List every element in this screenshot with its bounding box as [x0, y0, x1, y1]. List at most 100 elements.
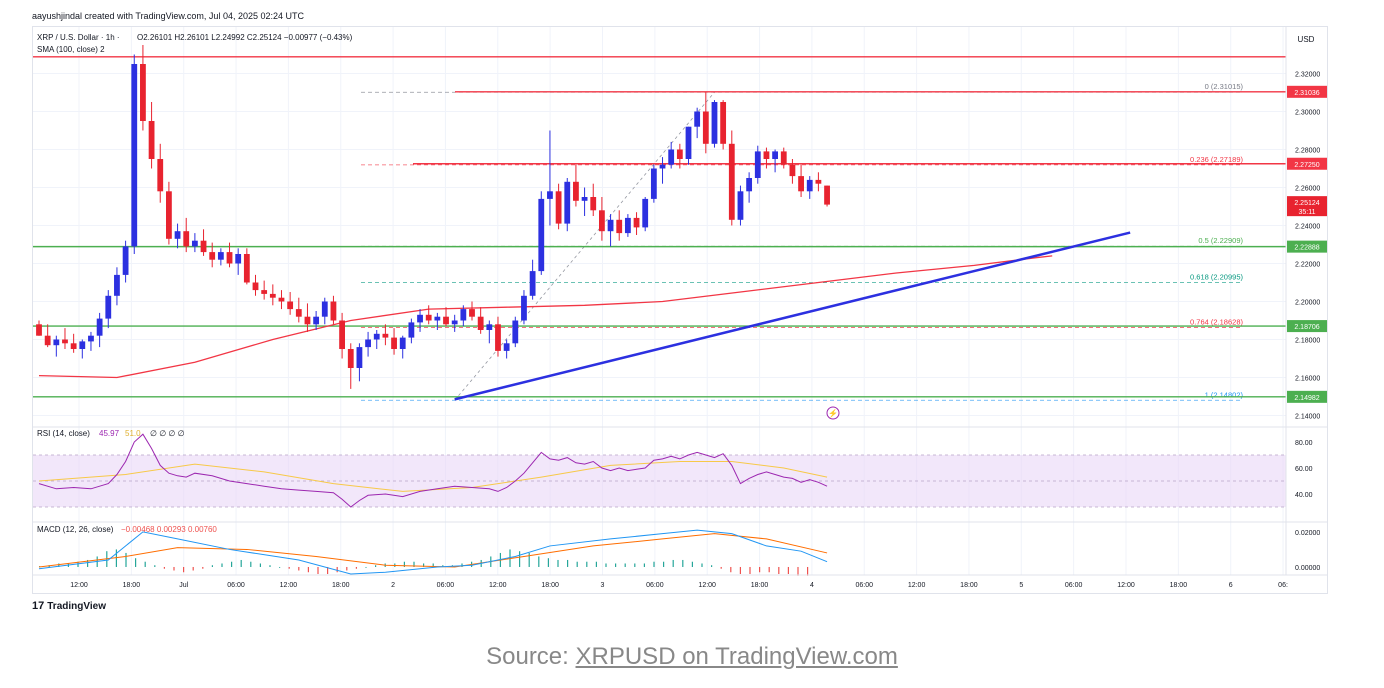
macd-histogram-bar — [403, 561, 405, 567]
candle — [798, 164, 804, 197]
ascending-trendline — [454, 231, 1131, 401]
candle — [261, 280, 268, 300]
candle-body — [217, 252, 224, 260]
candle-body — [746, 178, 753, 192]
candle — [469, 301, 475, 321]
time-tick-label: 4 — [810, 582, 814, 589]
macd-histogram-bar — [375, 565, 377, 567]
candle — [217, 248, 224, 266]
candle — [96, 312, 103, 348]
sma-100-line — [38, 255, 1053, 379]
price-badge — [1287, 157, 1327, 170]
source-caption: Source: XRPUSD on TradingView.com — [0, 643, 1384, 671]
time-tick-label: 06: — [1278, 582, 1288, 589]
candles — [36, 45, 830, 389]
candle — [547, 130, 553, 226]
candle — [278, 290, 285, 310]
current-price-value: 2.25124 — [1294, 200, 1319, 207]
price-badge — [1287, 390, 1327, 403]
macd-histogram-bar — [643, 563, 645, 567]
candle-body — [313, 316, 320, 325]
price-axis-panel — [1286, 27, 1327, 593]
candle-body — [365, 339, 371, 348]
macd-histogram-bar — [317, 566, 319, 574]
macd-histogram-bar — [346, 566, 348, 571]
legend-symbol: XRP / U.S. Dollar · 1h · — [37, 33, 120, 42]
time-tick-label: 06:00 — [646, 582, 664, 589]
time-tick-label: Jul — [179, 582, 188, 589]
current-price-badge — [1287, 196, 1327, 217]
fib-level-label: 1 (2.14802) — [1205, 390, 1244, 399]
time-tick-label: 18:00 — [541, 582, 559, 589]
candle — [200, 229, 207, 256]
macd-histogram-bar — [211, 565, 213, 567]
source-link[interactable]: XRPUSD on TradingView.com — [575, 643, 898, 670]
candle-body — [122, 246, 129, 275]
candle-body — [278, 297, 285, 302]
macd-histogram-bar — [787, 566, 789, 574]
macd-histogram-bar — [307, 566, 309, 573]
candle-body — [53, 339, 60, 346]
candle — [642, 197, 649, 232]
candle — [252, 274, 259, 296]
candle-body — [495, 324, 501, 351]
candle-body — [676, 149, 683, 159]
candle — [79, 339, 86, 359]
candle-body — [191, 240, 198, 247]
candle — [737, 185, 744, 226]
time-tick-label: 18:00 — [332, 582, 350, 589]
candle-body — [356, 347, 363, 368]
candle — [365, 331, 371, 357]
candle-body — [200, 240, 207, 253]
price-chart[interactable]: 0 (2.31015) 0.236 (2.27189) 0.5 (2.22909) 0… — [33, 27, 1327, 593]
candle-body — [399, 337, 406, 349]
rsi-ma-value: 51.0 — [125, 429, 141, 438]
macd-histogram-bar — [749, 566, 751, 574]
candle-body — [772, 151, 778, 159]
time-tick-label: 3 — [601, 582, 605, 589]
candle-body — [166, 191, 172, 239]
macd-histogram-bar — [682, 559, 684, 567]
candle — [521, 290, 527, 325]
candle-body — [79, 341, 86, 349]
candle — [624, 214, 631, 237]
currency-label[interactable]: USD — [1298, 35, 1315, 44]
time-tick-label: 18:00 — [123, 582, 141, 589]
rsi-extra-values: ∅ ∅ ∅ ∅ — [150, 429, 185, 438]
macd-histogram-bar — [528, 552, 530, 567]
candle — [460, 305, 467, 327]
candle-body — [434, 316, 441, 321]
macd-histogram-bar — [720, 566, 722, 569]
time-tick-label: 18:00 — [1170, 582, 1188, 589]
candle-body — [391, 337, 397, 349]
macd-histogram-bar — [192, 566, 194, 571]
macd-histogram-bar — [461, 563, 463, 567]
candle-body — [235, 254, 242, 264]
candle — [495, 316, 501, 357]
candle — [226, 242, 233, 268]
price-tick-label: 2.24000 — [1295, 224, 1320, 231]
chart-frame[interactable]: 0 (2.31015) 0.236 (2.27189) 0.5 (2.22909) 0… — [32, 26, 1328, 594]
price-badge-label: 2.18706 — [1294, 324, 1319, 331]
time-tick-label: 18:00 — [751, 582, 769, 589]
candle — [391, 328, 397, 355]
fib-level-label: 0.5 (2.22909) — [1198, 236, 1243, 245]
time-tick-label: 06:00 — [437, 582, 455, 589]
macd-values: −0.00468 0.00293 0.00760 — [121, 525, 217, 534]
macd-histogram-bar — [77, 561, 79, 567]
macd-histogram-bar — [672, 559, 674, 567]
candle — [122, 240, 129, 283]
candle-body — [642, 198, 649, 228]
candle-body — [547, 191, 553, 199]
candle-body — [477, 316, 484, 330]
macd-histogram-bar — [144, 561, 146, 567]
macd-histogram-bar — [778, 566, 780, 574]
candle — [607, 214, 614, 247]
candle-body — [763, 151, 770, 159]
macd-histogram-bar — [259, 563, 261, 567]
macd-histogram-bar — [432, 563, 434, 567]
candle — [754, 145, 761, 184]
candle — [105, 290, 112, 329]
macd-histogram-bar — [576, 561, 578, 567]
candle — [746, 172, 753, 203]
